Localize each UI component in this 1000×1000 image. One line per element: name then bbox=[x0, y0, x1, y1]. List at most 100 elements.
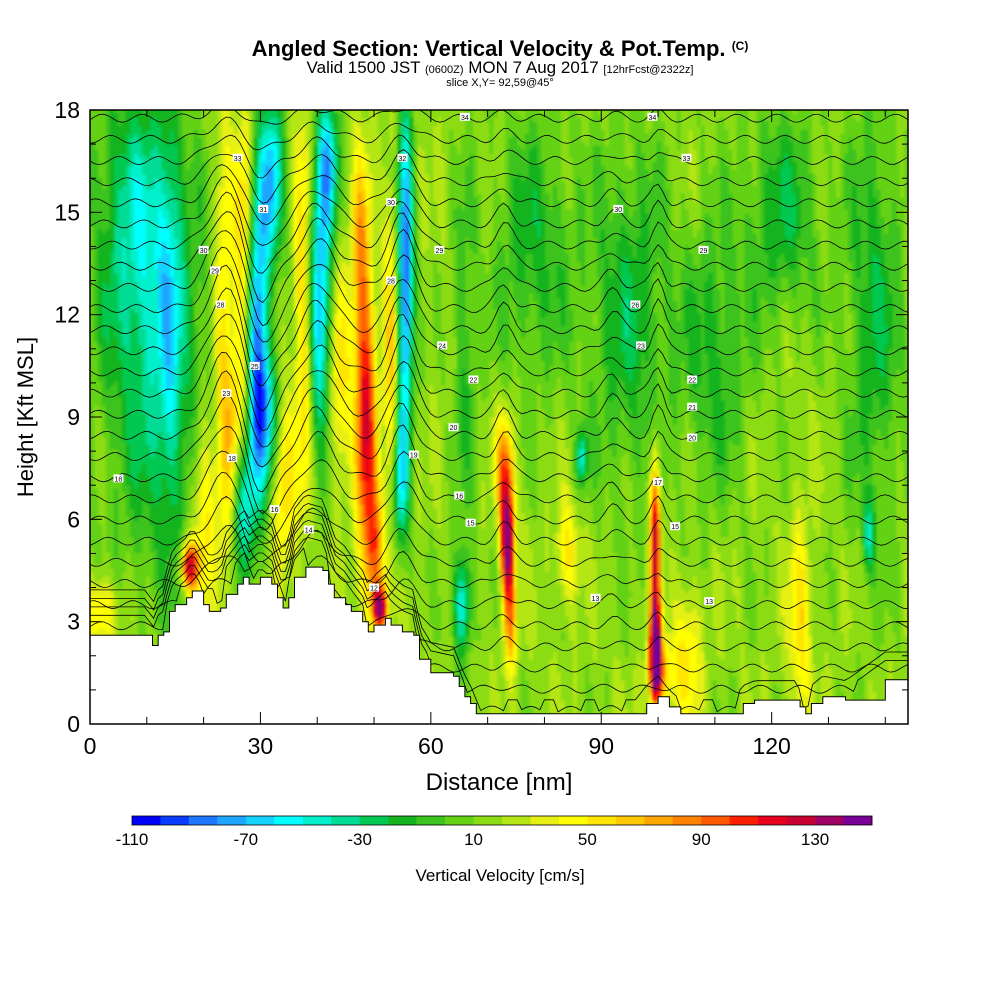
theta-contours bbox=[90, 110, 908, 713]
theta-label-text: 26 bbox=[631, 302, 639, 309]
theta-contour bbox=[90, 511, 908, 673]
theta-label: 18 bbox=[227, 453, 238, 463]
theta-label: 20 bbox=[448, 423, 459, 432]
theta-label: 34 bbox=[459, 112, 470, 122]
y-tick-label: 9 bbox=[67, 404, 80, 430]
y-tick-label: 6 bbox=[67, 506, 80, 532]
y-tick-label: 12 bbox=[54, 302, 80, 328]
x-tick-label: 30 bbox=[248, 733, 274, 759]
theta-label-text: 34 bbox=[461, 115, 469, 122]
theta-label: 23 bbox=[221, 389, 232, 398]
title-unit: (C) bbox=[731, 39, 749, 53]
theta-label-text: 33 bbox=[234, 156, 242, 163]
forecast-info: [12hrFcst@2322z] bbox=[603, 64, 694, 76]
theta-contour bbox=[90, 228, 908, 327]
colorbar-swatch bbox=[274, 816, 304, 825]
theta-label-text: 20 bbox=[688, 435, 696, 442]
theta-label: 29 bbox=[209, 266, 220, 275]
theta-label-text: 22 bbox=[688, 377, 696, 384]
theta-label: 13 bbox=[704, 597, 715, 606]
theta-label: 15 bbox=[465, 518, 476, 528]
theta-contour bbox=[90, 547, 908, 591]
theta-label: 22 bbox=[687, 375, 698, 384]
theta-label-text: 32 bbox=[399, 156, 407, 163]
theta-label: 30 bbox=[198, 245, 209, 255]
theta-contour bbox=[90, 494, 908, 713]
theta-contour bbox=[90, 519, 908, 652]
theta-label: 32 bbox=[397, 153, 408, 163]
theta-contour bbox=[90, 471, 908, 544]
theta-label-text: 31 bbox=[259, 207, 267, 214]
theta-contour bbox=[90, 134, 908, 179]
theta-label: 28 bbox=[386, 276, 397, 286]
theta-label-text: 28 bbox=[217, 302, 225, 309]
theta-label: 25 bbox=[249, 361, 260, 371]
colorbar-swatch bbox=[217, 816, 247, 825]
theta-contour bbox=[90, 287, 908, 387]
theta-contour bbox=[90, 334, 908, 432]
y-tick-label: 0 bbox=[67, 711, 80, 737]
theta-contour bbox=[90, 496, 908, 563]
theta-label: 26 bbox=[630, 300, 641, 309]
slice-info: slice X,Y= 92,59@45° bbox=[446, 77, 554, 89]
theta-label-text: 29 bbox=[700, 248, 708, 255]
theta-label-text: 16 bbox=[455, 493, 463, 500]
theta-label-text: 30 bbox=[200, 248, 208, 255]
x-tick-label: 90 bbox=[588, 733, 614, 759]
colorbar: -110 -70 -30 10 50 90 130 bbox=[116, 815, 873, 849]
theta-contour bbox=[90, 528, 908, 631]
colorbar-frame bbox=[131, 815, 873, 826]
theta-label-text: 12 bbox=[370, 586, 378, 593]
theta-contour bbox=[90, 211, 908, 304]
theta-label: 24 bbox=[437, 341, 448, 350]
theta-label-text: 20 bbox=[450, 425, 458, 432]
theta-label: 16 bbox=[454, 491, 465, 500]
zulu-time: (0600Z) bbox=[425, 64, 464, 76]
theta-label-text: 24 bbox=[438, 343, 446, 350]
colorbar-swatch bbox=[331, 816, 360, 825]
colorbar-swatch bbox=[587, 816, 617, 825]
colorbar-swatch bbox=[758, 816, 787, 825]
theta-label-text: 18 bbox=[115, 476, 123, 483]
colorbar-swatch bbox=[132, 816, 161, 825]
x-axis: 0 30 60 90 120 bbox=[84, 110, 886, 759]
theta-label-text: 30 bbox=[387, 200, 395, 207]
x-tick-label: 120 bbox=[752, 733, 790, 759]
theta-label-text: 30 bbox=[614, 207, 622, 214]
colorbar-swatch bbox=[644, 816, 674, 825]
theta-contour bbox=[90, 351, 908, 448]
theta-label: 30 bbox=[613, 204, 624, 214]
y-axis-label: Height [Kft MSL] bbox=[13, 337, 38, 497]
colorbar-tick-label: -70 bbox=[234, 830, 259, 849]
theta-contour bbox=[90, 246, 908, 343]
theta-label: 33 bbox=[232, 153, 243, 163]
colorbar-tick-label: 10 bbox=[464, 830, 483, 849]
colorbar-swatch bbox=[160, 816, 190, 825]
colorbar-tick-label: 130 bbox=[801, 830, 829, 849]
colorbar-swatch bbox=[615, 816, 645, 825]
theta-label-text: 22 bbox=[470, 377, 478, 384]
colorbar-swatch bbox=[701, 816, 730, 825]
y-tick-label: 3 bbox=[67, 609, 80, 635]
theta-label-text: 29 bbox=[435, 248, 443, 255]
theta-label: 19 bbox=[408, 450, 419, 460]
theta-label: 20 bbox=[687, 433, 698, 442]
theta-label-text: 33 bbox=[683, 156, 691, 163]
colorbar-swatch bbox=[473, 816, 503, 825]
colorbar-tick-label: 50 bbox=[578, 830, 597, 849]
colorbar-label: Vertical Velocity [cm/s] bbox=[415, 866, 584, 885]
theta-contour bbox=[90, 264, 908, 362]
theta-contour bbox=[90, 525, 908, 580]
colorbar-swatch bbox=[672, 816, 702, 825]
theta-label: 30 bbox=[386, 198, 397, 207]
colorbar-swatch bbox=[188, 816, 218, 825]
chart-title: Angled Section: Vertical Velocity & Pot.… bbox=[0, 36, 1000, 62]
colorbar-swatch bbox=[416, 816, 446, 825]
theta-contour bbox=[90, 149, 908, 204]
chart-title-text: Angled Section: Vertical Velocity & Pot.… bbox=[251, 36, 726, 61]
theta-label-text: 28 bbox=[387, 279, 395, 286]
theta-label: 16 bbox=[269, 505, 280, 514]
theta-label: 15 bbox=[670, 522, 681, 531]
theta-label-text: 21 bbox=[688, 405, 696, 412]
theta-label-text: 34 bbox=[648, 115, 656, 122]
